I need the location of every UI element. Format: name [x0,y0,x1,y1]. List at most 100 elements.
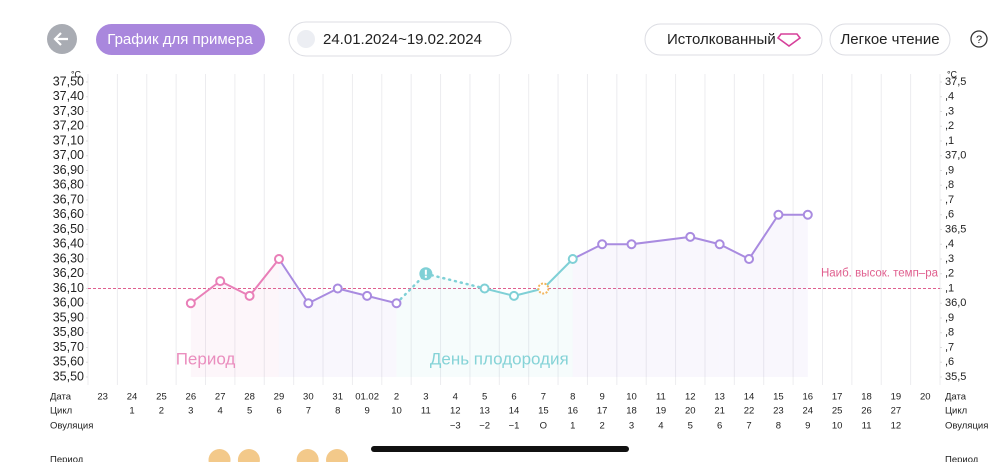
area-segment [572,244,603,377]
y-tick-label: 36,60 [53,207,84,221]
row-cell: 10 [832,421,843,432]
y2-tick-label: ,7 [945,194,954,206]
row-cell: 10 [391,406,402,417]
row-cell: 28 [244,392,255,403]
date-range-pill[interactable] [288,21,512,57]
row-cell: 12 [685,392,696,403]
row-cell: 16 [803,392,814,403]
area-segment [278,259,309,377]
y2-tick-label: ,3 [945,105,954,117]
line-segment [718,243,751,260]
row-cell: 11 [656,392,666,403]
point [185,298,196,309]
row-cell: 25 [156,392,167,403]
row-cell: 23 [773,406,784,417]
period-icon [208,449,231,462]
easy-reading-pill[interactable] [829,23,951,56]
row-label: Цикл [50,406,72,417]
line-segment [277,258,310,305]
row-label: Период [50,455,84,462]
line-segment [189,280,222,305]
point [391,298,402,309]
row-cell: 5 [482,392,487,403]
range-icon [297,30,315,48]
row-cell: 12 [891,421,902,432]
y-tick-label: 37,20 [53,119,84,133]
point [273,254,284,264]
area-segment [514,288,544,377]
line-segment [542,258,574,290]
row-cell: 20 [920,392,931,403]
help-label: ? [976,34,982,46]
y2-tick-label: ,6 [945,356,954,368]
point [362,290,373,301]
row-cell: 18 [626,406,637,417]
chart-button[interactable] [96,24,265,55]
point [303,298,314,309]
line-segment [424,272,486,290]
row-cell: 1 [129,406,134,417]
y-tick-label: 37,00 [53,148,84,162]
period-icon [326,449,349,462]
y2-tick-label: ,9 [945,164,954,176]
y2-tick-label: ,1 [945,135,954,147]
row-cell: 16 [567,406,578,417]
y-tick-label: 36,30 [53,251,84,265]
row-cell: 15 [773,392,784,403]
row-cell: 30 [303,392,314,403]
row-cell: 11 [421,406,431,417]
y-tick-label: 35,60 [53,355,84,369]
help-button[interactable] [970,30,988,48]
row-cell: 14 [509,406,520,417]
y-tick-label: 35,70 [53,340,84,354]
area-segment [396,273,426,377]
y2-tick-label: ,7 [945,341,954,353]
row-cell: 01.02 [355,392,379,403]
row-cell: 19 [656,406,667,417]
area-segment [337,288,368,377]
plot: °C °C37,5037,4037,3037,2037,1037,0036,903… [50,69,988,462]
point [597,239,608,250]
row-cell: 3 [188,406,193,417]
row-cell: 6 [276,406,281,417]
area-segment [308,288,338,377]
row-cell: 4 [218,406,223,417]
row-cell: 6 [717,421,722,432]
area-segment [543,259,573,377]
line-segment [483,287,515,297]
row-label-right: Период [945,455,979,462]
row-label-right: Дата [945,392,967,403]
y-tick-label: 36,00 [53,296,84,310]
y-tick-label: 36,10 [53,281,84,295]
interpreted-pill[interactable] [644,23,823,56]
row-cell: 3 [423,392,428,403]
row-cell: 15 [538,406,549,417]
point [714,239,725,250]
y2-tick-label: ,3 [945,253,954,265]
point [479,283,490,294]
row-cell: 4 [658,421,663,432]
y2-tick-label: ,8 [945,179,954,191]
row-label: Овуляция [50,421,93,432]
row-label-right: Овуляция [945,421,988,432]
row-cell: 1 [570,421,575,432]
back-icon [53,32,68,46]
y2-tick-label: 37,0 [945,150,966,162]
line-segment [307,287,339,305]
area-segment [425,273,485,377]
point [685,231,696,242]
area-segment [602,244,632,377]
point [773,209,784,220]
point [802,209,813,220]
row-cell: 12 [450,406,461,417]
y-tick-label: 37,30 [53,104,84,118]
line-segment [571,243,604,260]
y2-tick-label: ,9 [945,312,954,324]
row-cell: 2 [159,406,164,417]
point [244,290,255,301]
y2-tick-label: ,1 [945,282,954,294]
y-tick-label: 37,40 [53,89,84,103]
area-segment [367,295,397,377]
point [332,283,343,294]
